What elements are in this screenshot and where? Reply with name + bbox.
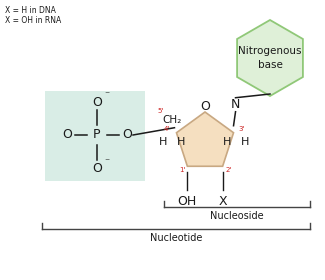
Text: H: H [177, 137, 186, 147]
Text: X = H in DNA: X = H in DNA [5, 6, 56, 15]
Text: H: H [223, 137, 232, 147]
Text: N: N [231, 98, 240, 111]
Text: ⁻: ⁻ [104, 90, 109, 100]
Text: OH: OH [178, 195, 197, 208]
Text: 2': 2' [226, 167, 232, 173]
Text: H: H [241, 137, 250, 147]
Text: 1': 1' [179, 167, 186, 173]
Text: O: O [122, 129, 132, 141]
Text: Nucleoside: Nucleoside [210, 211, 264, 221]
FancyBboxPatch shape [45, 91, 145, 181]
Polygon shape [176, 112, 234, 166]
Text: O: O [200, 101, 210, 113]
Text: 3': 3' [238, 126, 245, 132]
Text: ⁻: ⁻ [104, 157, 109, 167]
Text: Nitrogenous
base: Nitrogenous base [238, 46, 302, 70]
Text: 5': 5' [157, 108, 163, 114]
Text: X = OH in RNA: X = OH in RNA [5, 16, 61, 25]
Text: O: O [92, 162, 102, 174]
Text: 4': 4' [163, 126, 170, 132]
Text: Nucleotide: Nucleotide [150, 233, 202, 243]
Text: X: X [218, 195, 227, 208]
Polygon shape [237, 20, 303, 96]
Text: O: O [92, 95, 102, 109]
Text: CH₂: CH₂ [163, 115, 182, 125]
Text: O: O [62, 129, 72, 141]
Text: H: H [159, 137, 168, 147]
Text: P: P [93, 129, 101, 141]
